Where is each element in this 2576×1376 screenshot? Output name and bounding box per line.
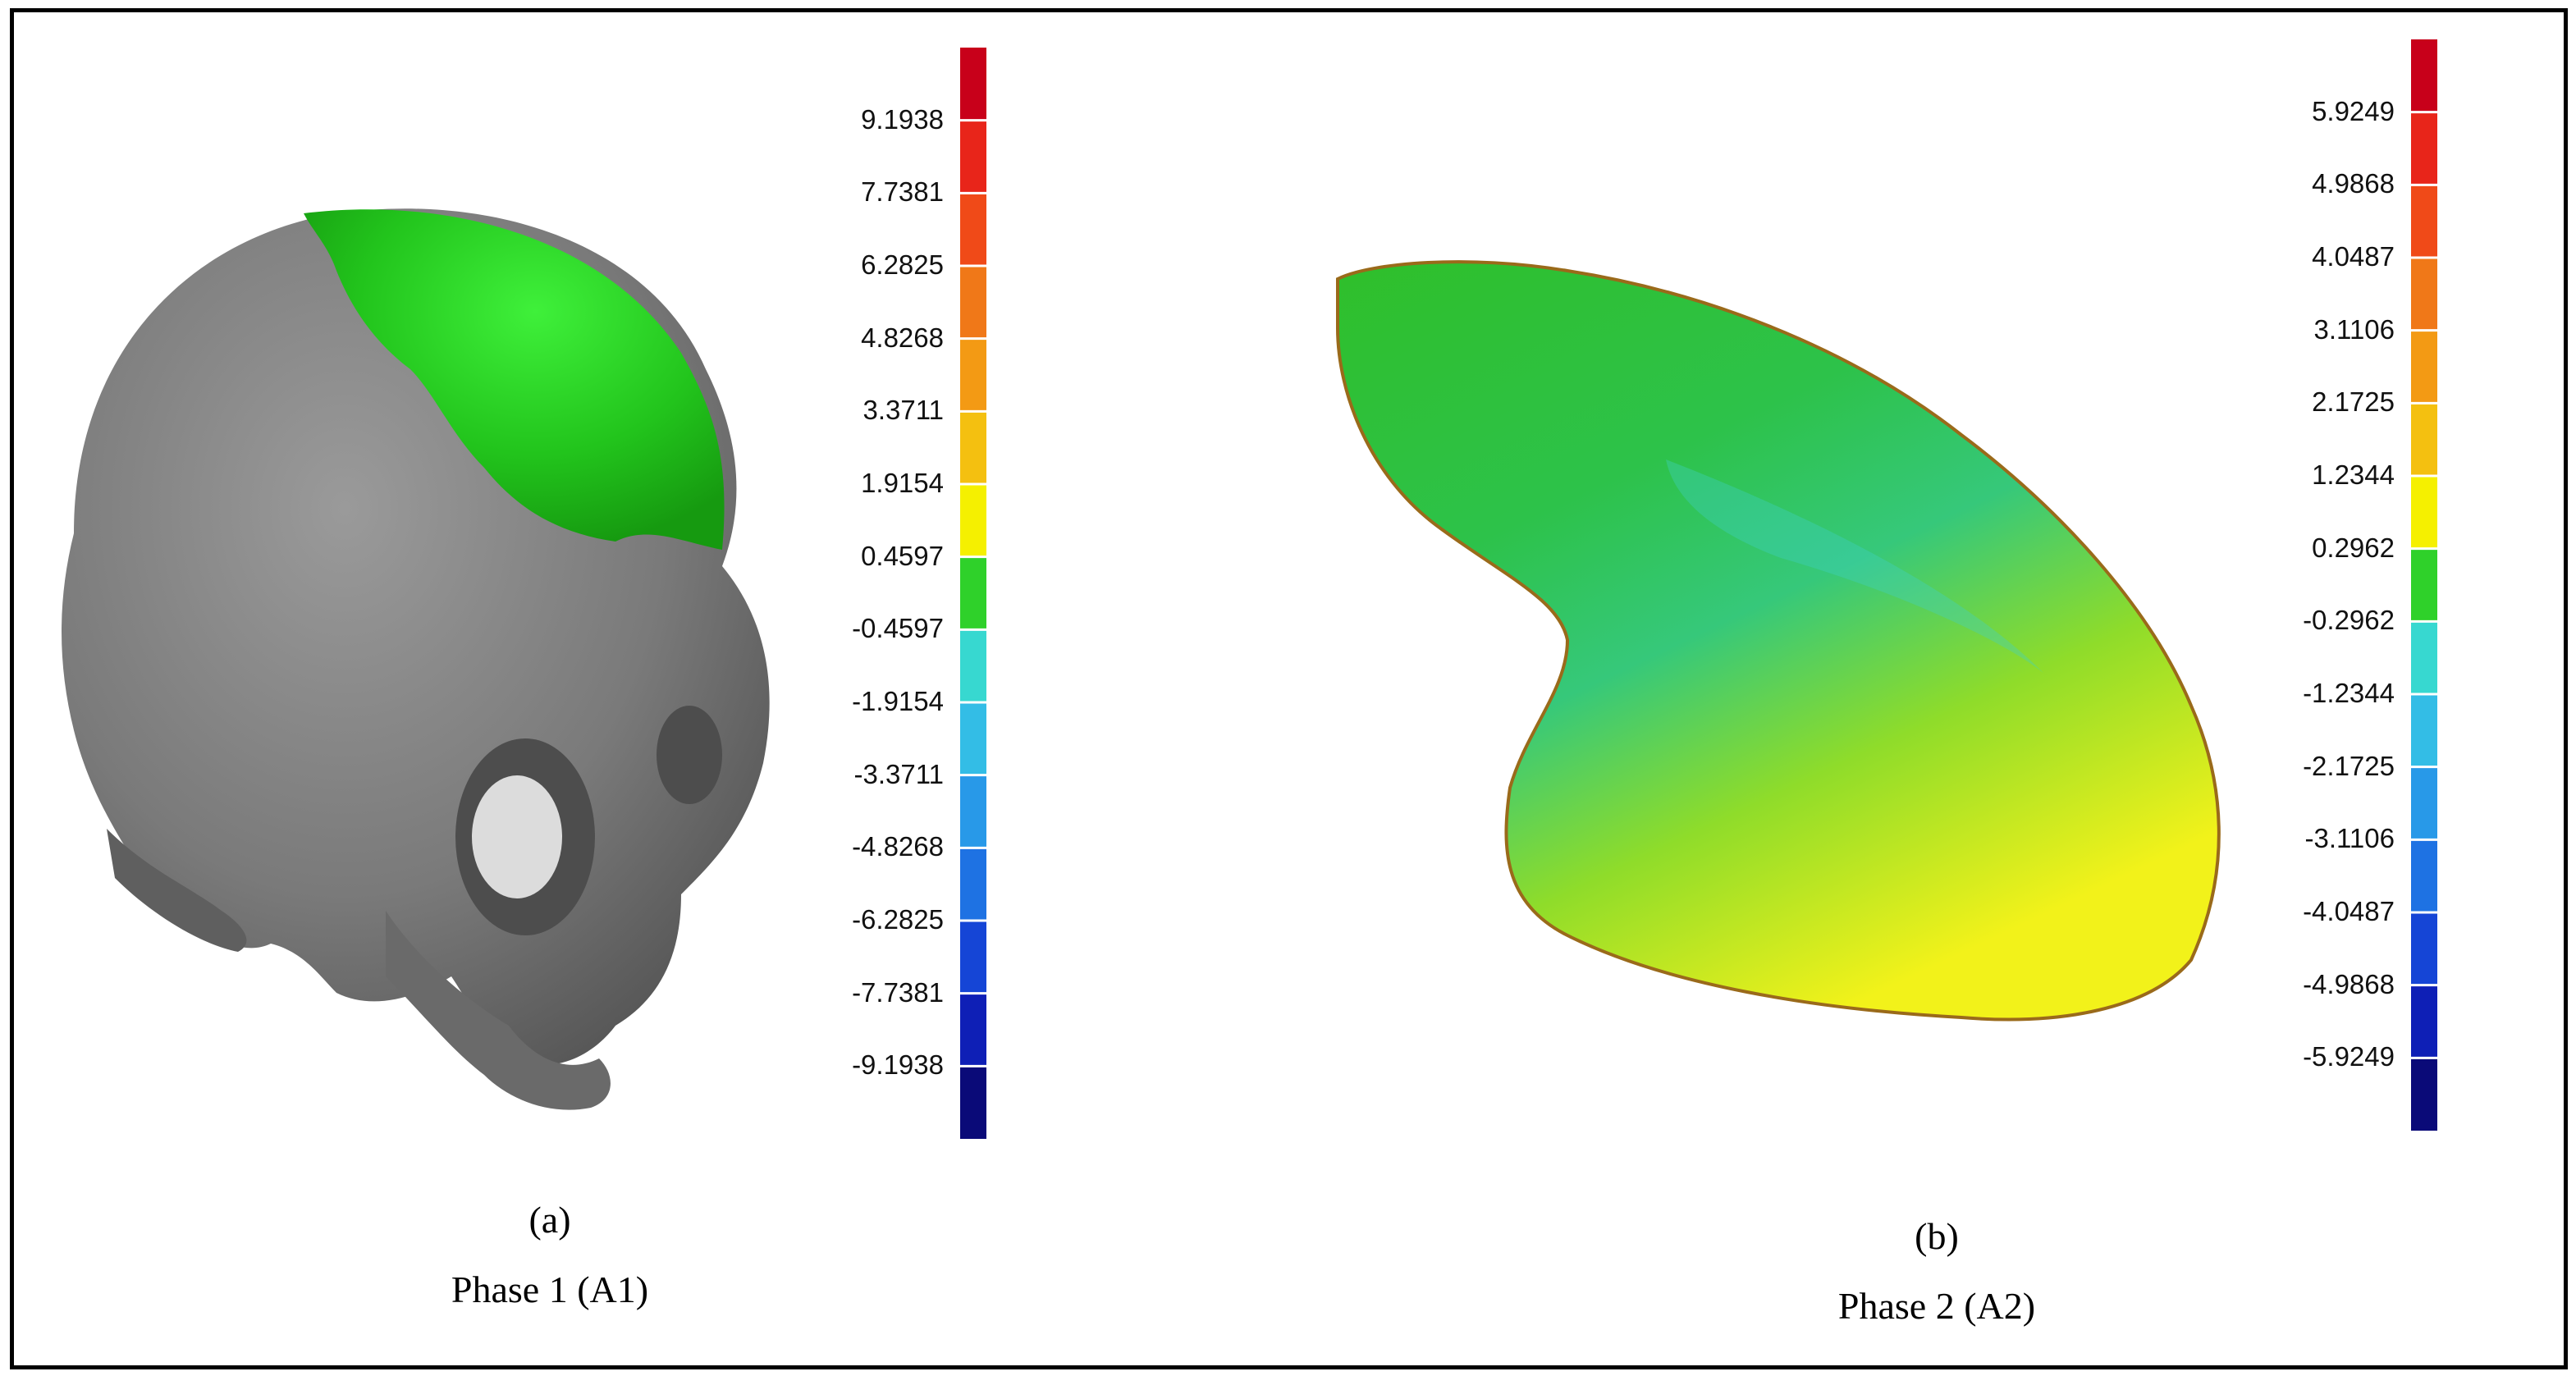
scale-segment [2411,985,2437,1059]
scale-label: 6.2825 [861,249,944,280]
scale-label: -4.9868 [2303,968,2395,999]
scale-label: 3.3711 [862,395,944,426]
scale-segment [960,921,986,994]
scale-segment [2411,839,2437,913]
scale-label: 9.1938 [861,103,944,135]
bone-flap-model [1336,260,2221,1022]
scale-label: 4.0487 [2312,241,2395,272]
scale-segment [960,411,986,485]
scale-segment [2411,548,2437,623]
scale-label: -4.8268 [852,831,944,862]
scale-segment [2411,912,2437,986]
scale-segment [960,556,986,631]
scale-label: -7.7381 [852,976,944,1008]
scale-label: -1.2344 [2303,678,2395,708]
panel-b-letter: (b) [1915,1215,1959,1257]
panel-b-caption: Phase 2 (A2) [1837,1285,2036,1327]
scale-segment [960,266,986,340]
scale-segment [960,993,986,1067]
scale-label: 7.7381 [861,176,944,208]
scale-label: 1.2344 [2312,459,2395,490]
scale-segment [960,48,986,121]
scale-segment [2411,476,2437,550]
scale-label: -9.1938 [852,1049,944,1081]
scale-segment [960,484,986,558]
scale-label: 5.9249 [2312,95,2395,126]
scale-segment [2411,258,2437,331]
scale-label: -1.9154 [852,686,944,716]
scale-segment [960,629,986,703]
scale-label: 4.8268 [861,322,944,353]
panel-a-letter: (a) [528,1199,571,1241]
scale-segment [2411,39,2437,113]
scale-segment [960,193,986,267]
scale-label: -2.1725 [2303,750,2395,781]
scale-segment [2411,621,2437,695]
scale-segment [2411,403,2437,477]
scale-segment [2411,112,2437,186]
scale-segment [2411,330,2437,405]
scale-label: -0.4597 [852,613,944,644]
scale-segment [960,338,986,413]
scale-label: -4.0487 [2303,896,2395,926]
panel-a-caption: Phase 1 (A1) [451,1269,649,1310]
scale-segment [960,775,986,849]
scale-label: -3.3711 [853,758,944,789]
scale-label: 0.4597 [861,540,944,571]
scale-segment [2411,766,2437,841]
color-scale-b [2411,39,2437,1131]
scale-label: 1.9154 [861,468,944,498]
scale-segment [960,848,986,921]
scale-label: 3.1106 [2313,313,2395,345]
scale-segment [2411,1058,2437,1131]
color-scale-a [960,48,986,1139]
scale-segment [2411,694,2437,768]
scale-segment [2411,185,2437,258]
scale-segment [960,120,986,194]
scale-label: -0.2962 [2303,605,2395,636]
scale-label: 4.9868 [2312,168,2395,199]
skull-model [62,208,770,1110]
figure-frame [10,8,2568,1369]
scale-segment [960,702,986,776]
scale-label: -5.9249 [2303,1041,2395,1072]
scale-label: -6.2825 [852,904,944,935]
scale-label: 2.1725 [2312,386,2395,418]
scale-label: 0.2962 [2312,532,2395,563]
scale-segment [960,1066,986,1139]
scale-label: -3.1106 [2304,823,2395,854]
